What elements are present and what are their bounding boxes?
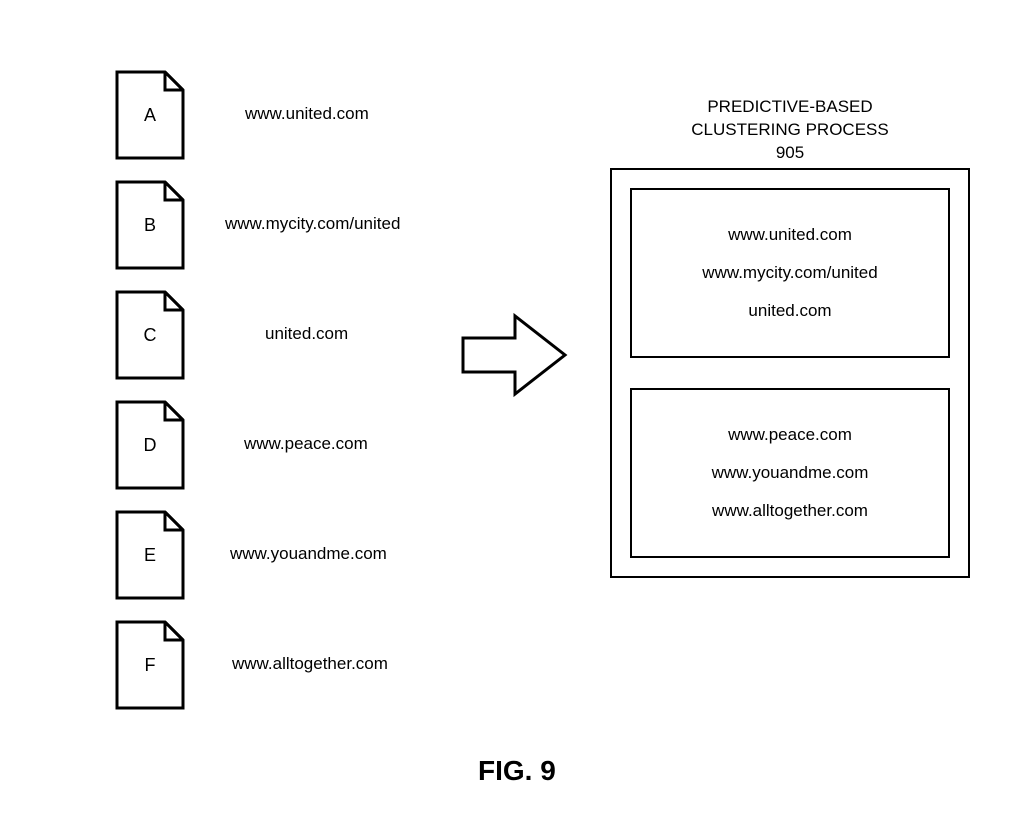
document-icon-a: A (115, 70, 185, 160)
document-icon-f: F (115, 620, 185, 710)
cluster-box-1: www.united.com www.mycity.com/united uni… (630, 188, 950, 358)
document-url-c: united.com (265, 324, 348, 344)
document-icon-c: C (115, 290, 185, 380)
document-letter: F (115, 620, 185, 710)
document-url-f: www.alltogether.com (232, 654, 388, 674)
process-number: 905 (776, 143, 804, 162)
document-icon-b: B (115, 180, 185, 270)
process-title-line1: PREDICTIVE-BASED (707, 97, 872, 116)
document-icon-e: E (115, 510, 185, 600)
cluster-item: www.united.com (728, 225, 852, 245)
diagram-canvas: A www.united.com B www.mycity.com/united… (0, 0, 1024, 825)
process-title: PREDICTIVE-BASED CLUSTERING PROCESS 905 (680, 96, 900, 165)
figure-label: FIG. 9 (478, 755, 556, 787)
document-letter: A (115, 70, 185, 160)
document-icon-d: D (115, 400, 185, 490)
cluster-item: www.alltogether.com (712, 501, 868, 521)
cluster-item: www.mycity.com/united (702, 263, 877, 283)
cluster-item: united.com (748, 301, 831, 321)
document-letter: B (115, 180, 185, 270)
document-url-a: www.united.com (245, 104, 369, 124)
document-url-b: www.mycity.com/united (225, 214, 400, 234)
document-letter: C (115, 290, 185, 380)
document-url-d: www.peace.com (244, 434, 368, 454)
document-letter: D (115, 400, 185, 490)
cluster-box-2: www.peace.com www.youandme.com www.allto… (630, 388, 950, 558)
document-letter: E (115, 510, 185, 600)
cluster-item: www.youandme.com (712, 463, 869, 483)
arrow-icon (460, 310, 570, 400)
cluster-item: www.peace.com (728, 425, 852, 445)
process-title-line2: CLUSTERING PROCESS (691, 120, 888, 139)
document-url-e: www.youandme.com (230, 544, 387, 564)
